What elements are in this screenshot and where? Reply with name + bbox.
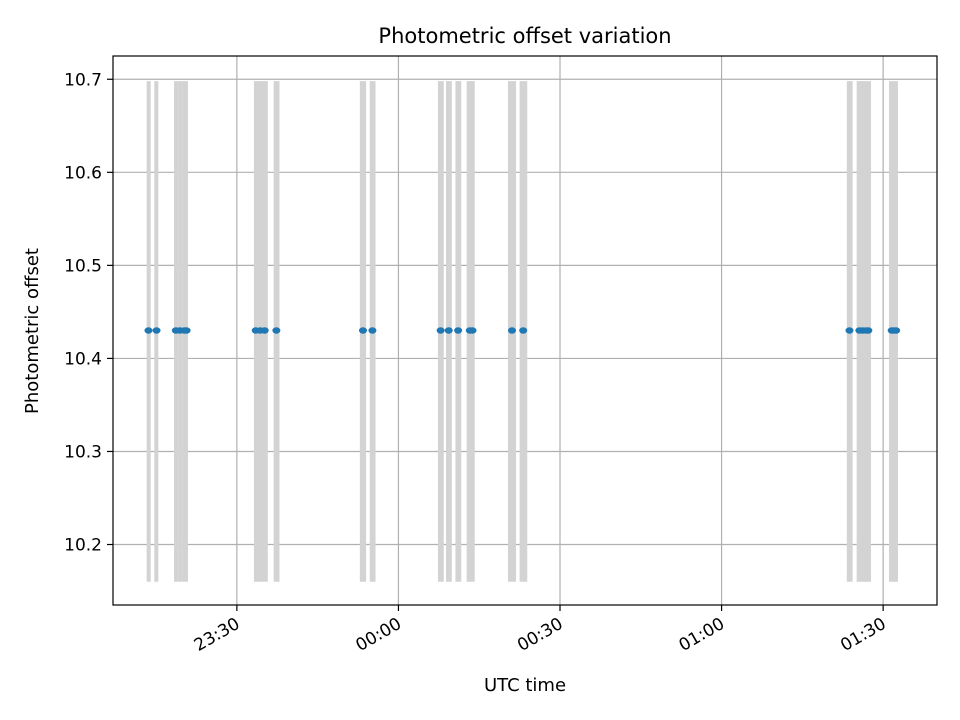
data-point	[272, 327, 281, 334]
data-point	[260, 327, 269, 334]
data-point	[892, 327, 901, 334]
data-point	[864, 327, 873, 334]
y-tick-label: 10.6	[64, 163, 102, 183]
plot-frame	[112, 55, 938, 606]
y-tick-label: 10.7	[64, 70, 102, 90]
chart-title: Photometric offset variation	[378, 24, 671, 48]
data-point	[368, 327, 377, 334]
y-tick-label: 10.2	[64, 536, 102, 556]
y-axis: 10.2 10.3 10.4 10.5 10.6 10.7	[64, 70, 113, 556]
y-tick-label: 10.5	[64, 256, 102, 276]
data-point	[358, 327, 367, 334]
x-axis-label: UTC time	[484, 675, 566, 696]
data-point	[507, 327, 516, 334]
data-point	[845, 327, 854, 334]
data-point	[444, 327, 453, 334]
data-point	[436, 327, 445, 334]
data-point	[152, 327, 161, 334]
data-point	[144, 327, 153, 334]
data-points	[144, 327, 901, 334]
data-point	[182, 327, 191, 334]
y-axis-label: Photometric offset	[22, 248, 43, 414]
y-tick-label: 10.4	[64, 349, 102, 369]
data-point	[454, 327, 463, 334]
y-tick-label: 10.3	[64, 442, 102, 462]
data-point	[468, 327, 477, 334]
data-point	[519, 327, 528, 334]
